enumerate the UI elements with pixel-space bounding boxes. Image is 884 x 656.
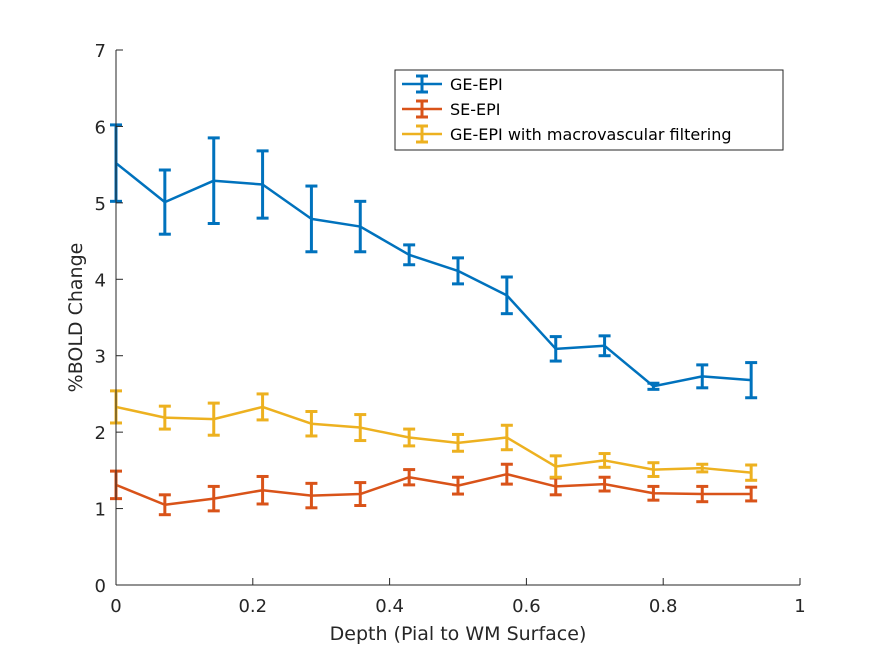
error-bar: [598, 475, 611, 493]
series-se-epi: [110, 462, 758, 517]
error-bar: [256, 149, 269, 220]
error-bar: [158, 168, 171, 236]
error-bar: [598, 452, 611, 469]
legend: GE-EPI SE-EPI GE-EPI with macrovascular fi…: [394, 69, 784, 151]
x-tick-label: 0.2: [238, 596, 267, 617]
x-tick-label: 0.6: [512, 596, 541, 617]
y-tick-label: 7: [95, 41, 106, 62]
series-line: [115, 162, 752, 388]
error-bar: [500, 462, 513, 486]
error-bar: [500, 275, 513, 316]
error-bar: [158, 404, 171, 431]
error-bar: [403, 427, 416, 448]
error-bar: [256, 474, 269, 506]
error-bar: [696, 484, 709, 504]
error-bar: [745, 463, 758, 482]
error-bar: [158, 493, 171, 517]
error-bar: [500, 423, 513, 452]
error-bar: [696, 462, 709, 474]
error-bar: [403, 243, 416, 267]
error-bar: [207, 401, 220, 437]
x-tick-label: 0.8: [649, 596, 678, 617]
error-bar: [549, 335, 562, 363]
y-tick-label: 2: [95, 423, 106, 444]
legend-label: SE-EPI: [450, 100, 501, 119]
error-bar: [647, 484, 660, 502]
error-bar: [305, 184, 318, 254]
error-bar: [354, 413, 367, 443]
x-ticks: 0 0.2 0.4 0.6 0.8 1: [110, 578, 806, 617]
error-bar: [647, 461, 660, 478]
error-bar: [452, 432, 464, 453]
legend-items: GE-EPI SE-EPI GE-EPI with macrovascular fi…: [402, 74, 732, 144]
y-tick-label: 6: [95, 117, 106, 138]
error-bar: [256, 392, 269, 422]
y-tick-label: 0: [95, 576, 106, 597]
error-bar: [403, 468, 416, 487]
error-bar: [598, 334, 611, 358]
error-bar: [696, 363, 709, 390]
y-tick-label: 1: [95, 500, 106, 521]
error-bar: [354, 481, 367, 508]
error-bar: [549, 454, 562, 479]
error-bar: [452, 475, 464, 496]
error-bar: [647, 381, 660, 391]
legend-box: [394, 69, 784, 151]
error-bar: [452, 256, 464, 286]
x-axis-label: Depth (Pial to WM Surface): [330, 623, 587, 645]
error-bar: [207, 136, 220, 225]
x-tick-label: 0.4: [375, 596, 404, 617]
y-axis-label: %BOLD Change: [65, 243, 87, 393]
error-bar: [305, 410, 318, 438]
y-tick-label: 5: [95, 194, 106, 215]
error-bar: [354, 199, 367, 254]
legend-item: GE-EPI: [402, 74, 503, 94]
x-tick-label: 1: [794, 596, 805, 617]
plot-area: [110, 123, 758, 517]
axes: 0 0.2 0.4 0.6 0.8 1 0 1 2 3 4 5 6 7 Depth (Pial to W…: [65, 41, 806, 645]
y-tick-label: 3: [95, 347, 106, 368]
error-bar: [745, 361, 758, 400]
series-ge-epi-with-macrovascular-filtering: [110, 389, 758, 482]
series-line: [115, 405, 752, 474]
series-ge-epi: [110, 123, 758, 400]
y-ticks: 0 1 2 3 4 5 6 7: [95, 41, 123, 597]
legend-label: GE-EPI: [450, 75, 503, 94]
series-line: [115, 472, 752, 506]
y-tick-label: 4: [95, 270, 106, 291]
error-bar: [745, 485, 758, 503]
error-bar: [305, 481, 318, 510]
x-tick-label: 0: [110, 596, 121, 617]
legend-label: GE-EPI with macrovascular filtering: [450, 125, 732, 144]
error-bar: [207, 484, 220, 513]
legend-item: SE-EPI: [402, 99, 501, 119]
legend-item: GE-EPI with macrovascular filtering: [402, 124, 732, 144]
